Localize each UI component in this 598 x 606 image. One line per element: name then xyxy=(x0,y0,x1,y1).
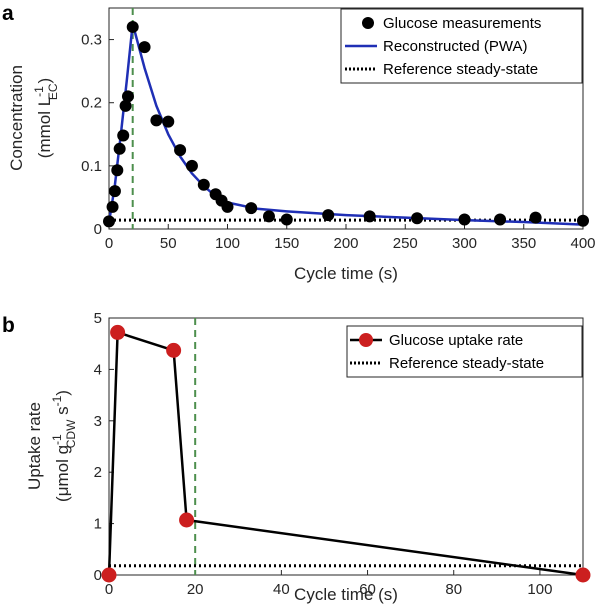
x-tick-label: 100 xyxy=(527,581,552,598)
panel-b-legend-box xyxy=(346,325,583,378)
reconstructed-pwa-line xyxy=(107,22,584,226)
glucose-measurement-point xyxy=(150,114,163,127)
x-tick-label: 250 xyxy=(393,235,418,252)
panel-a-x-ticks: 0 50 100 150 200 250 300 350 400 xyxy=(105,224,596,252)
x-tick-label: 50 xyxy=(160,235,177,252)
legend-label-measurements: Glucose measurements xyxy=(383,15,541,32)
glucose-measurement-point xyxy=(197,178,210,191)
glucose-measurement-point xyxy=(245,202,258,215)
x-tick-label: 0 xyxy=(105,581,113,598)
uptake-rate-point xyxy=(179,512,195,528)
glucose-measurement-point xyxy=(411,212,424,225)
y-tick-label: 3 xyxy=(94,413,102,430)
y-tick-label: 0.3 xyxy=(81,32,102,49)
x-tick-label: 80 xyxy=(445,581,462,598)
glucose-measurement-point xyxy=(138,41,151,54)
glucose-measurement-point xyxy=(262,210,275,223)
glucose-measurement-point xyxy=(113,142,126,155)
uptake-rate-point xyxy=(166,342,182,358)
panel-b-x-label: Cycle time (s) xyxy=(294,585,398,604)
y-tick-label: 0.1 xyxy=(81,158,102,175)
panel-b-x-ticks: 0 20 40 60 80 100 xyxy=(105,570,552,598)
y-tick-label: 0.2 xyxy=(81,95,102,112)
legend-marker-measurements xyxy=(362,17,374,29)
x-tick-label: 0 xyxy=(105,235,113,252)
uptake-rate-point xyxy=(575,567,591,583)
panel-b: b 0 20 40 60 80 100 0 1 2 3 4 5 Cycle time (s) Upt… xyxy=(2,310,591,604)
x-tick-label: 40 xyxy=(273,581,290,598)
uptake-rate-point xyxy=(110,324,126,340)
legend-marker-uptake xyxy=(359,333,373,347)
glucose-measurement-point xyxy=(494,213,507,226)
glucose-measurement-point xyxy=(221,200,234,213)
glucose-measurement-point xyxy=(363,210,376,223)
glucose-measurement-point xyxy=(577,214,589,227)
glucose-measurement-point xyxy=(119,99,132,112)
glucose-measurement-point xyxy=(529,211,542,224)
panel-b-letter: b xyxy=(2,314,15,337)
panel-b-y-label: Uptake rate (μmol g-1CDW s-1) xyxy=(25,390,78,502)
legend-label-reference-a: Reference steady-state xyxy=(383,61,538,78)
glucose-measurement-point xyxy=(126,20,139,33)
glucose-measurement-point xyxy=(121,90,134,103)
glucose-measurement-point xyxy=(162,115,175,128)
panel-a-y-ticks: 0 0.1 0.2 0.3 xyxy=(81,32,114,238)
y-tick-label: 5 xyxy=(94,310,102,327)
glucose-measurement-point xyxy=(185,159,198,172)
glucose-measurement-point xyxy=(280,213,293,226)
glucose-measurement-point xyxy=(117,129,130,142)
panel-a-y-label: Concentration (mmol L-1EC) xyxy=(7,65,60,171)
x-tick-label: 150 xyxy=(274,235,299,252)
y-tick-label: 0 xyxy=(94,567,102,584)
panel-a-y-label-line1: Concentration xyxy=(7,65,26,171)
x-tick-label: 60 xyxy=(359,581,376,598)
glucose-measurement-point xyxy=(106,200,119,213)
panel-b-y-label-line2: (μmol g-1CDW s-1) xyxy=(50,390,78,502)
panel-a-legend-box xyxy=(340,8,583,84)
glucose-measurement-point xyxy=(108,185,121,198)
y-tick-label: 0 xyxy=(94,221,102,238)
uptake-rate-point xyxy=(101,567,117,583)
panel-a: a 0 50 100 150 200 250 300 350 400 0 0.1 0.2 0.3 Cy… xyxy=(2,2,596,283)
panel-b-data xyxy=(101,318,591,583)
y-tick-label: 1 xyxy=(94,516,102,533)
y-tick-label: 2 xyxy=(94,464,102,481)
glucose-measurement-point xyxy=(174,144,187,157)
x-tick-label: 20 xyxy=(187,581,204,598)
legend-label-pwa: Reconstructed (PWA) xyxy=(383,38,528,55)
glucose-measurement-point xyxy=(458,213,471,226)
legend-label-reference-b: Reference steady-state xyxy=(389,355,544,372)
x-tick-label: 100 xyxy=(215,235,240,252)
x-tick-label: 300 xyxy=(452,235,477,252)
panel-b-legend: Glucose uptake rate Reference steady-sta… xyxy=(346,325,583,378)
panel-a-letter: a xyxy=(2,2,14,25)
legend-label-uptake: Glucose uptake rate xyxy=(389,332,523,349)
panel-a-y-label-line2: (mmol L-1EC) xyxy=(32,78,60,158)
panel-a-data xyxy=(103,8,589,229)
panel-a-legend: Glucose measurements Reconstructed (PWA)… xyxy=(340,8,583,84)
panel-b-y-label-line1: Uptake rate xyxy=(25,402,44,490)
y-tick-label: 4 xyxy=(94,361,102,378)
x-tick-label: 400 xyxy=(570,235,595,252)
x-tick-label: 350 xyxy=(511,235,536,252)
glucose-measurement-point xyxy=(111,164,124,177)
glucose-measurement-point xyxy=(322,209,335,222)
x-tick-label: 200 xyxy=(333,235,358,252)
panel-a-x-label: Cycle time (s) xyxy=(294,264,398,283)
glucose-measurement-point xyxy=(103,215,115,228)
